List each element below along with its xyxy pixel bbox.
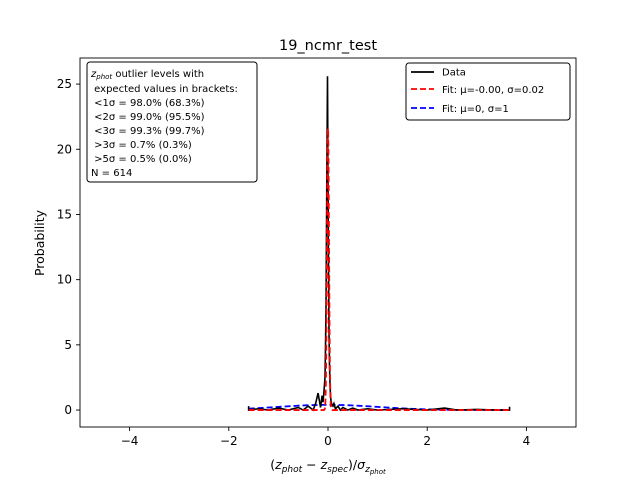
annotation-line-0: zphot outlier levels with (90, 69, 204, 81)
annotation-line-6: >5σ = 0.5% (0.0%) (91, 154, 192, 165)
y-tick-label: 25 (57, 77, 72, 91)
x-tick-label: −4 (121, 434, 139, 448)
annotation-line-5: >3σ = 0.7% (0.3%) (91, 140, 192, 151)
y-tick-label: 20 (57, 142, 72, 156)
x-tick-label: 4 (523, 434, 531, 448)
legend-label-data: Data (442, 68, 466, 79)
x-tick-label: 0 (324, 434, 332, 448)
x-tick-label: −2 (220, 434, 238, 448)
annotation-line-2: <1σ = 98.0% (68.3%) (91, 98, 205, 109)
y-tick-label: 10 (57, 273, 72, 287)
y-tick-label: 5 (64, 338, 72, 352)
legend-label-fit-blue: Fit: μ=0, σ=1 (442, 104, 509, 115)
annotation-line-3: <2σ = 99.0% (95.5%) (91, 112, 205, 123)
annotation-line-1: expected values in brackets: (91, 84, 238, 95)
annotation-line-4: <3σ = 99.3% (99.7%) (91, 126, 205, 137)
legend-label-fit-red: Fit: μ=-0.00, σ=0.02 (442, 85, 544, 96)
chart-title: 19_ncmr_test (279, 38, 377, 54)
annotation-box: zphot outlier levels with expected value… (86, 61, 258, 183)
plot-lines (247, 76, 511, 412)
annotation-line-7: N = 614 (91, 168, 132, 179)
legend: Data Fit: μ=-0.00, σ=0.02 Fit: μ=0, σ=1 (405, 62, 571, 121)
y-axis-ticks: 0 5 10 15 20 25 (57, 77, 80, 417)
x-tick-label: 2 (423, 434, 431, 448)
series-fit-red-line (248, 128, 510, 411)
y-axis-label: Probability (32, 209, 47, 276)
y-tick-label: 0 (64, 403, 72, 417)
x-axis-ticks: −4 −2 0 2 4 (121, 427, 530, 448)
y-tick-label: 15 (57, 207, 72, 221)
